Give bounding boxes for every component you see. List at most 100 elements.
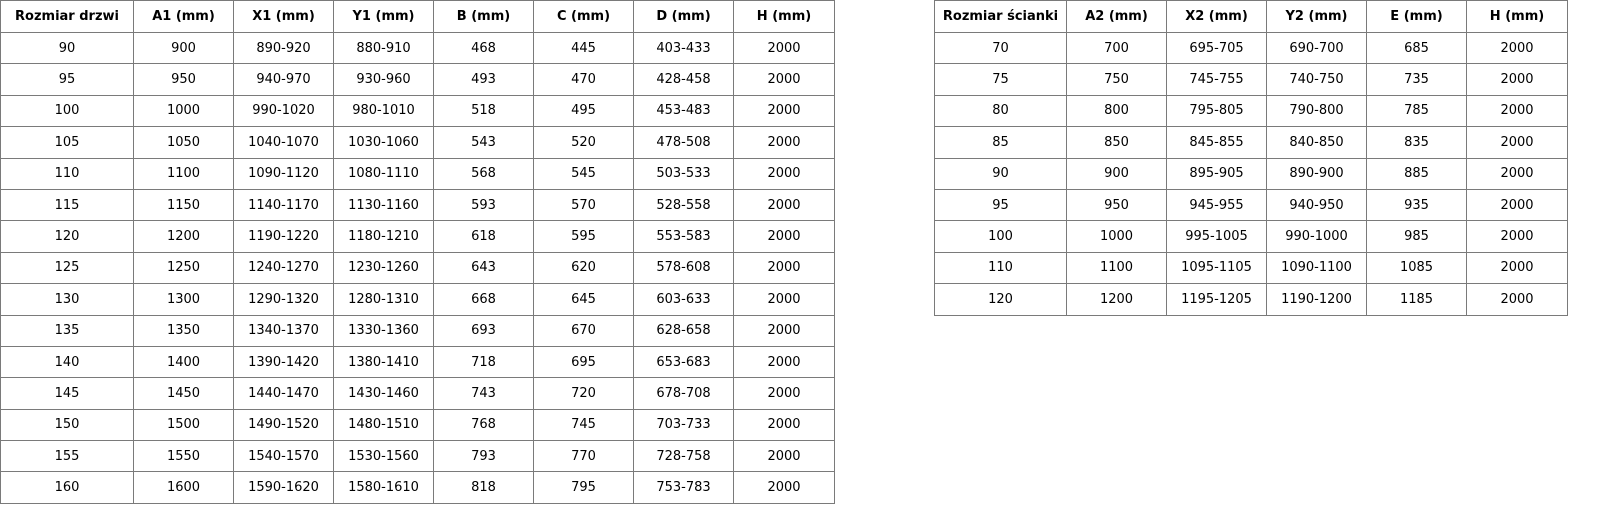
table-cell: 850 bbox=[1066, 126, 1167, 159]
column-header: X2 (mm) bbox=[1166, 0, 1267, 33]
table-cell: 90 bbox=[934, 157, 1067, 190]
table-cell: 1480-1510 bbox=[333, 408, 434, 442]
table-cell: 1240-1270 bbox=[233, 251, 334, 285]
table-cell: 1600 bbox=[133, 471, 234, 504]
table-cell: 2000 bbox=[733, 220, 835, 253]
column-header: D (mm) bbox=[633, 0, 734, 33]
column-header: X1 (mm) bbox=[233, 0, 334, 33]
table-cell: 940-950 bbox=[1266, 188, 1367, 222]
table-cell: 1290-1320 bbox=[233, 283, 334, 316]
table-row: 70 700 695-705 690-700 685 2000 bbox=[934, 31, 1568, 65]
table-row: 100 1000 990-1020 980-1010 518 495 453-483 2000 bbox=[0, 94, 835, 128]
table-cell: 790-800 bbox=[1266, 94, 1367, 128]
table-cell: 945-955 bbox=[1166, 188, 1267, 222]
table-cell: 2000 bbox=[733, 377, 835, 410]
table-cell: 120 bbox=[0, 220, 134, 253]
table-cell: 643 bbox=[433, 251, 534, 285]
column-header: C (mm) bbox=[533, 0, 634, 33]
table-row: 110 1100 1090-1120 1080-1110 568 545 503-533 20… bbox=[0, 157, 835, 190]
table-row: 120 1200 1190-1220 1180-1210 618 595 553-583 20… bbox=[0, 220, 835, 253]
table-cell: 1450 bbox=[133, 377, 234, 410]
table-cell: 1490-1520 bbox=[233, 408, 334, 442]
table-cell: 2000 bbox=[733, 408, 835, 442]
table-cell: 695 bbox=[533, 345, 634, 379]
table-cell: 1195-1205 bbox=[1166, 283, 1267, 316]
table-cell: 793 bbox=[433, 440, 534, 473]
table-cell: 568 bbox=[433, 157, 534, 190]
column-header: H (mm) bbox=[733, 0, 835, 33]
table-cell: 1300 bbox=[133, 283, 234, 316]
table-cell: 1150 bbox=[133, 188, 234, 222]
table-cell: 2000 bbox=[733, 188, 835, 222]
table-row: 115 1150 1140-1170 1130-1160 593 570 528-558 20… bbox=[0, 188, 835, 222]
table-cell: 528-558 bbox=[633, 188, 734, 222]
table-cell: 1250 bbox=[133, 251, 234, 285]
table-cell: 1190-1200 bbox=[1266, 283, 1367, 316]
table-cell: 1390-1420 bbox=[233, 345, 334, 379]
table-cell: 110 bbox=[934, 251, 1067, 285]
table-cell: 2000 bbox=[1466, 157, 1568, 190]
table-cell: 1440-1470 bbox=[233, 377, 334, 410]
table-cell: 570 bbox=[533, 188, 634, 222]
table-cell: 1500 bbox=[133, 408, 234, 442]
table-cell: 2000 bbox=[733, 440, 835, 473]
table-cell: 1340-1370 bbox=[233, 314, 334, 347]
table-cell: 770 bbox=[533, 440, 634, 473]
table-cell: 1185 bbox=[1366, 283, 1467, 316]
table-cell: 2000 bbox=[733, 471, 835, 504]
table-cell: 130 bbox=[0, 283, 134, 316]
table-cell: 835 bbox=[1366, 126, 1467, 159]
table-cell: 1430-1460 bbox=[333, 377, 434, 410]
table-row: 120 1200 1195-1205 1190-1200 1185 2000 bbox=[934, 283, 1568, 316]
table-cell: 2000 bbox=[733, 345, 835, 379]
table-row: 90 900 895-905 890-900 885 2000 bbox=[934, 157, 1568, 190]
table-cell: 125 bbox=[0, 251, 134, 285]
table-cell: 145 bbox=[0, 377, 134, 410]
table-cell: 840-850 bbox=[1266, 126, 1367, 159]
table-cell: 735 bbox=[1366, 63, 1467, 96]
table-row: 110 1100 1095-1105 1090-1100 1085 2000 bbox=[934, 251, 1568, 285]
table-cell: 80 bbox=[934, 94, 1067, 128]
table-cell: 1030-1060 bbox=[333, 126, 434, 159]
table-cell: 890-900 bbox=[1266, 157, 1367, 190]
table-cell: 595 bbox=[533, 220, 634, 253]
table-cell: 2000 bbox=[1466, 188, 1568, 222]
table-cell: 750 bbox=[1066, 63, 1167, 96]
table-cell: 518 bbox=[433, 94, 534, 128]
header-row: Rozmiar drzwi A1 (mm) X1 (mm) Y1 (mm) B (mm)… bbox=[0, 0, 835, 33]
table-cell: 885 bbox=[1366, 157, 1467, 190]
table-cell: 2000 bbox=[733, 94, 835, 128]
table-cell: 95 bbox=[0, 63, 134, 96]
table-cell: 603-633 bbox=[633, 283, 734, 316]
table-cell: 670 bbox=[533, 314, 634, 347]
table-cell: 740-750 bbox=[1266, 63, 1367, 96]
table-cell: 2000 bbox=[1466, 220, 1568, 253]
table-row: 140 1400 1390-1420 1380-1410 718 695 653-683 20… bbox=[0, 345, 835, 379]
table-cell: 980-1010 bbox=[333, 94, 434, 128]
table-cell: 745-755 bbox=[1166, 63, 1267, 96]
table-cell: 2000 bbox=[733, 283, 835, 316]
table-row: 95 950 945-955 940-950 935 2000 bbox=[934, 188, 1568, 222]
table-cell: 1090-1100 bbox=[1266, 251, 1367, 285]
table-row: 130 1300 1290-1320 1280-1310 668 645 603-633 20… bbox=[0, 283, 835, 316]
table-cell: 445 bbox=[533, 31, 634, 65]
table-cell: 785 bbox=[1366, 94, 1467, 128]
table-cell: 1380-1410 bbox=[333, 345, 434, 379]
table-cell: 495 bbox=[533, 94, 634, 128]
table-cell: 1530-1560 bbox=[333, 440, 434, 473]
table-cell: 85 bbox=[934, 126, 1067, 159]
table-cell: 950 bbox=[133, 63, 234, 96]
table-cell: 743 bbox=[433, 377, 534, 410]
table-cell: 120 bbox=[934, 283, 1067, 316]
table-cell: 2000 bbox=[733, 314, 835, 347]
table-cell: 70 bbox=[934, 31, 1067, 65]
table-cell: 155 bbox=[0, 440, 134, 473]
table-cell: 428-458 bbox=[633, 63, 734, 96]
table-cell: 1580-1610 bbox=[333, 471, 434, 504]
table-cell: 995-1005 bbox=[1166, 220, 1267, 253]
table-cell: 895-905 bbox=[1166, 157, 1267, 190]
table-cell: 2000 bbox=[1466, 94, 1568, 128]
table-cell: 1180-1210 bbox=[333, 220, 434, 253]
table-cell: 403-433 bbox=[633, 31, 734, 65]
table-row: 155 1550 1540-1570 1530-1560 793 770 728-758 20… bbox=[0, 440, 835, 473]
